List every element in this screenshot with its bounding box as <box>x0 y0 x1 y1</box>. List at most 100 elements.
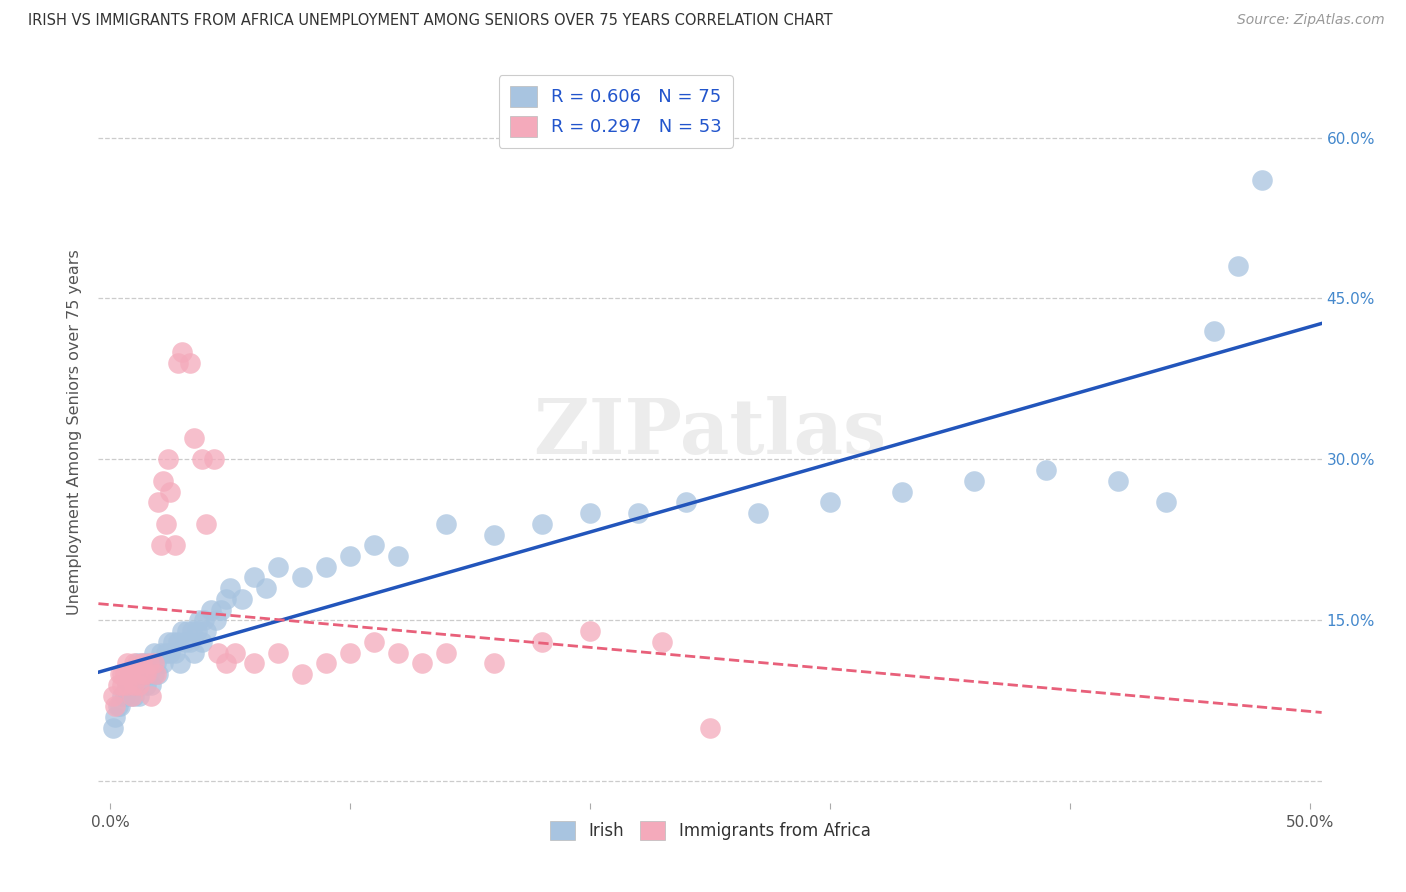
Point <box>1154 495 1177 509</box>
Point <box>531 516 554 531</box>
Point <box>1202 324 1225 338</box>
Point <box>132 667 155 681</box>
Point <box>315 657 337 671</box>
Point <box>138 667 160 681</box>
Point <box>124 678 146 692</box>
Point <box>115 657 138 671</box>
Point <box>231 591 253 606</box>
Point <box>627 506 650 520</box>
Point <box>114 667 136 681</box>
Point <box>363 635 385 649</box>
Point <box>141 689 163 703</box>
Point <box>107 678 129 692</box>
Point <box>172 624 194 639</box>
Point <box>195 624 218 639</box>
Point <box>219 581 242 595</box>
Point <box>128 678 150 692</box>
Point <box>254 581 277 595</box>
Point <box>267 646 290 660</box>
Point <box>165 538 187 552</box>
Point <box>148 667 170 681</box>
Point <box>169 657 191 671</box>
Point <box>205 614 228 628</box>
Point <box>104 710 127 724</box>
Point <box>101 689 124 703</box>
Point <box>115 678 138 692</box>
Point <box>195 516 218 531</box>
Legend: Irish, Immigrants from Africa: Irish, Immigrants from Africa <box>540 811 880 850</box>
Point <box>107 699 129 714</box>
Point <box>165 646 187 660</box>
Point <box>434 516 457 531</box>
Point <box>162 635 184 649</box>
Point <box>152 474 174 488</box>
Point <box>148 495 170 509</box>
Point <box>152 657 174 671</box>
Point <box>101 721 124 735</box>
Point <box>156 635 179 649</box>
Point <box>108 699 131 714</box>
Point <box>482 657 505 671</box>
Point <box>579 506 602 520</box>
Point <box>202 452 225 467</box>
Point <box>675 495 697 509</box>
Point <box>149 646 172 660</box>
Point <box>138 657 160 671</box>
Point <box>141 678 163 692</box>
Text: IRISH VS IMMIGRANTS FROM AFRICA UNEMPLOYMENT AMONG SENIORS OVER 75 YEARS CORRELA: IRISH VS IMMIGRANTS FROM AFRICA UNEMPLOY… <box>28 13 832 29</box>
Point <box>124 657 146 671</box>
Point <box>890 484 912 499</box>
Point <box>190 452 212 467</box>
Point <box>114 689 136 703</box>
Point <box>135 657 157 671</box>
Point <box>142 667 165 681</box>
Point <box>118 667 141 681</box>
Point <box>243 657 266 671</box>
Point <box>434 646 457 660</box>
Text: ZIPatlas: ZIPatlas <box>533 396 887 469</box>
Point <box>387 646 409 660</box>
Point <box>132 667 155 681</box>
Point <box>156 452 179 467</box>
Point <box>155 516 177 531</box>
Point <box>159 646 181 660</box>
Point <box>111 667 134 681</box>
Point <box>118 689 141 703</box>
Point <box>214 657 236 671</box>
Point <box>243 570 266 584</box>
Point <box>121 689 143 703</box>
Point <box>124 689 146 703</box>
Point <box>193 614 215 628</box>
Point <box>145 667 167 681</box>
Point <box>135 678 157 692</box>
Point <box>121 678 143 692</box>
Point <box>209 602 232 616</box>
Point <box>142 657 165 671</box>
Point <box>179 635 201 649</box>
Point <box>699 721 721 735</box>
Point <box>1226 260 1249 274</box>
Point <box>1107 474 1129 488</box>
Point <box>267 559 290 574</box>
Point <box>363 538 385 552</box>
Point <box>118 667 141 681</box>
Point <box>224 646 246 660</box>
Point <box>131 657 153 671</box>
Point <box>128 667 150 681</box>
Point <box>1250 173 1272 187</box>
Point <box>179 356 201 370</box>
Point <box>111 678 134 692</box>
Point <box>155 646 177 660</box>
Point <box>176 624 198 639</box>
Point <box>172 345 194 359</box>
Text: Source: ZipAtlas.com: Source: ZipAtlas.com <box>1237 13 1385 28</box>
Point <box>186 624 208 639</box>
Point <box>111 689 134 703</box>
Point <box>108 667 131 681</box>
Point <box>579 624 602 639</box>
Point <box>125 667 148 681</box>
Point <box>125 657 148 671</box>
Point <box>166 356 188 370</box>
Point <box>207 646 229 660</box>
Point <box>747 506 769 520</box>
